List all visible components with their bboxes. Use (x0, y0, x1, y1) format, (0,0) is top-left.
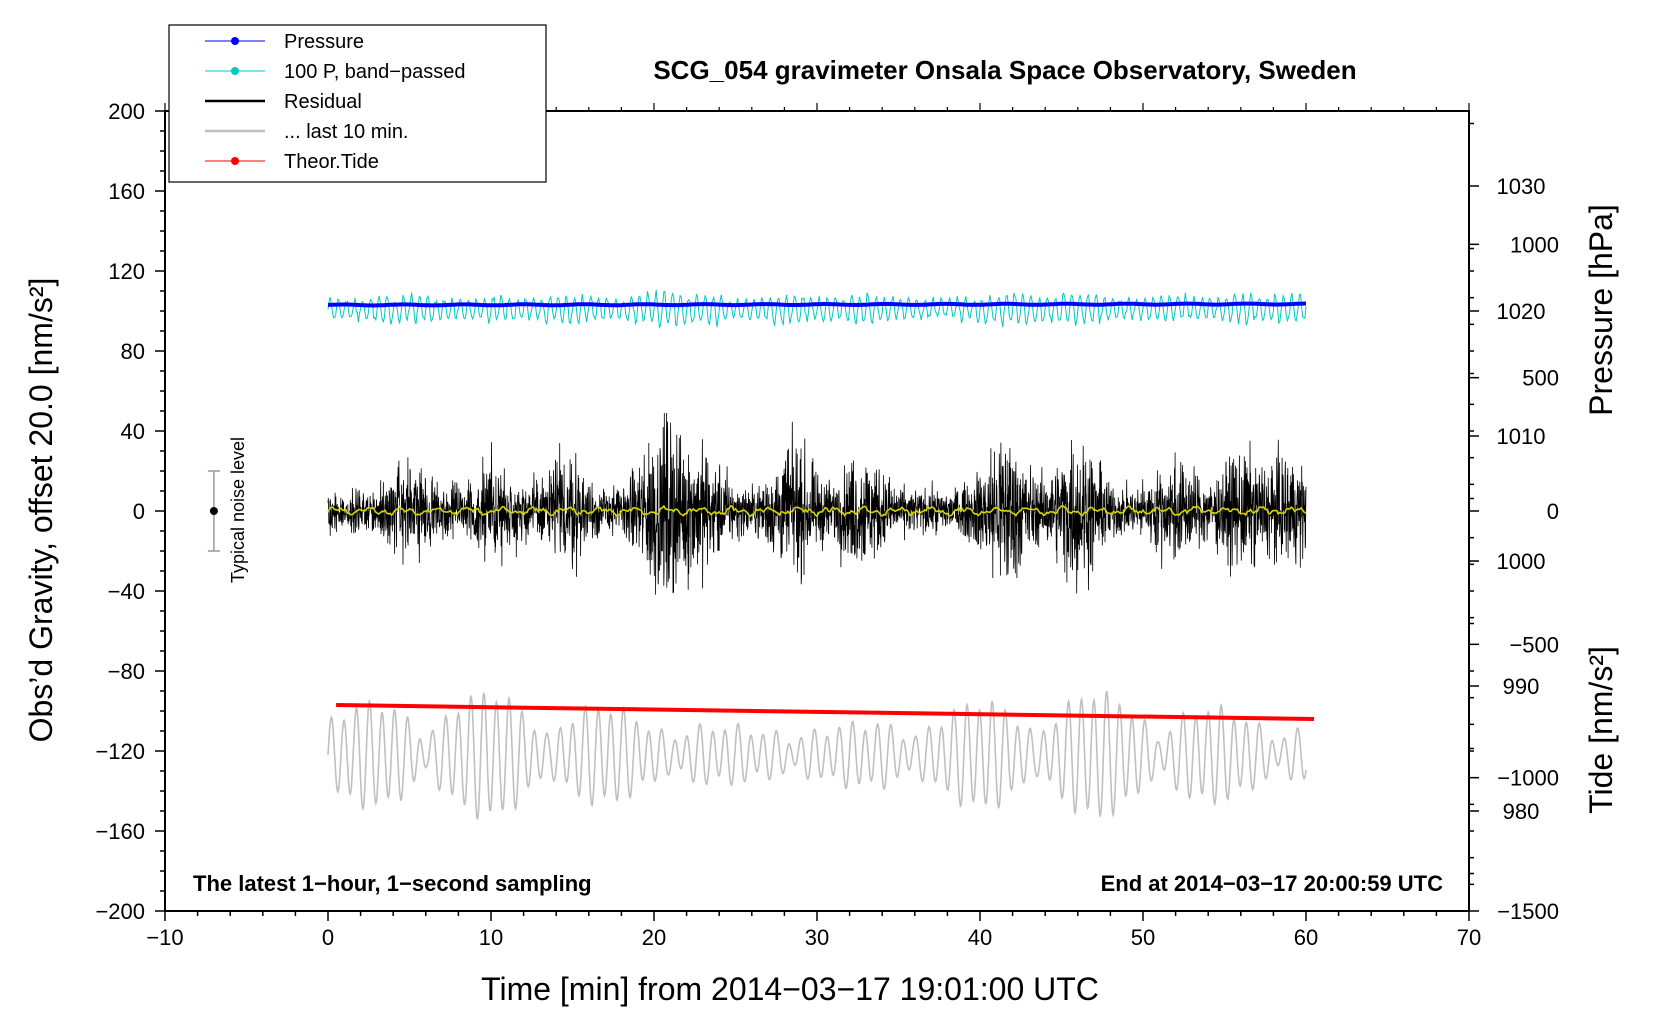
y-tick-label: 120 (108, 259, 145, 284)
x-tick-label: −10 (146, 925, 183, 950)
pressure-tick-label: 1020 (1497, 299, 1546, 324)
y-tick-label: −200 (95, 899, 145, 924)
x-tick-label: 20 (642, 925, 666, 950)
series-band-passed (327, 290, 1307, 329)
series-theor-tide (336, 703, 1315, 721)
plot-frame (164, 110, 1470, 912)
legend-label: 100 P, band−passed (284, 61, 465, 83)
pressure-tick-label: 980 (1503, 799, 1540, 824)
pressure-tick-label: 1000 (1497, 549, 1546, 574)
legend-label: Theor.Tide (284, 151, 379, 173)
tide-tick-label: −500 (1509, 632, 1559, 657)
series-residual-smoothed (327, 504, 1307, 518)
series-last-10-min (327, 691, 1307, 820)
series-residual (327, 412, 1307, 595)
tide-tick-label: 1000 (1510, 232, 1559, 257)
y-tick-label: 40 (121, 419, 145, 444)
y-tick-label: 160 (108, 179, 145, 204)
tide-tick-label: −1500 (1497, 899, 1559, 924)
corner-left-note: The latest 1−hour, 1−second sampling (193, 871, 592, 896)
pressure-tick-label: 990 (1503, 674, 1540, 699)
y-tick-label: −80 (108, 659, 145, 684)
tide-tick-label: −1000 (1497, 766, 1559, 791)
x-tick-label: 10 (479, 925, 503, 950)
y-tick-label: −160 (95, 819, 145, 844)
chart-title: SCG_054 gravimeter Onsala Space Observat… (653, 55, 1356, 85)
pressure-tick-label: 1010 (1497, 424, 1546, 449)
y-tick-label: 0 (133, 499, 145, 524)
x-tick-label: 70 (1457, 925, 1481, 950)
legend-box (168, 24, 547, 183)
tide-tick-label: 0 (1547, 499, 1559, 524)
y-tick-label: −120 (95, 739, 145, 764)
y-tick-label: 80 (121, 339, 145, 364)
x-tick-label: 40 (968, 925, 992, 950)
noise-bar-dot (209, 507, 218, 515)
legend-marker (231, 37, 239, 45)
x-axis-title: Time [min] from 2014−03−17 19:01:00 UTC (481, 971, 1099, 1007)
tick-layer: −10 0 10 20 30 40 50 60 7020016012080400−40−80−1… (95, 99, 1559, 950)
y-axis-title-pressure: Pressure [hPa] (1583, 204, 1619, 416)
x-tick-label: 60 (1294, 925, 1318, 950)
x-tick-label: 50 (1131, 925, 1155, 950)
y-tick-label: 200 (108, 99, 145, 124)
series-pressure (327, 301, 1307, 308)
noise-level-label: Typical noise level (228, 437, 248, 583)
y-axis-title-left: Obs’d Gravity, offset 20.0 [nm/s²] (23, 278, 59, 743)
x-tick-label: 30 (805, 925, 829, 950)
tide-tick-label: 500 (1522, 366, 1559, 391)
y-tick-label: −40 (108, 579, 145, 604)
legend-marker (231, 157, 239, 165)
corner-right-note: End at 2014−03−17 20:00:59 UTC (1101, 871, 1444, 896)
y-axis-title-tide: Tide [nm/s²] (1583, 646, 1619, 814)
legend-marker (231, 67, 239, 75)
pressure-tick-label: 1030 (1497, 174, 1546, 199)
legend-label: Pressure (284, 31, 364, 53)
x-tick-label: 0 (322, 925, 334, 950)
legend: Pressure 100 P, band−passed Residual ... la… (168, 24, 547, 183)
noise-bar-layer (207, 470, 220, 552)
legend-label: ... last 10 min. (284, 121, 409, 143)
legend-label: Residual (284, 91, 362, 113)
series-layer (327, 290, 1315, 820)
